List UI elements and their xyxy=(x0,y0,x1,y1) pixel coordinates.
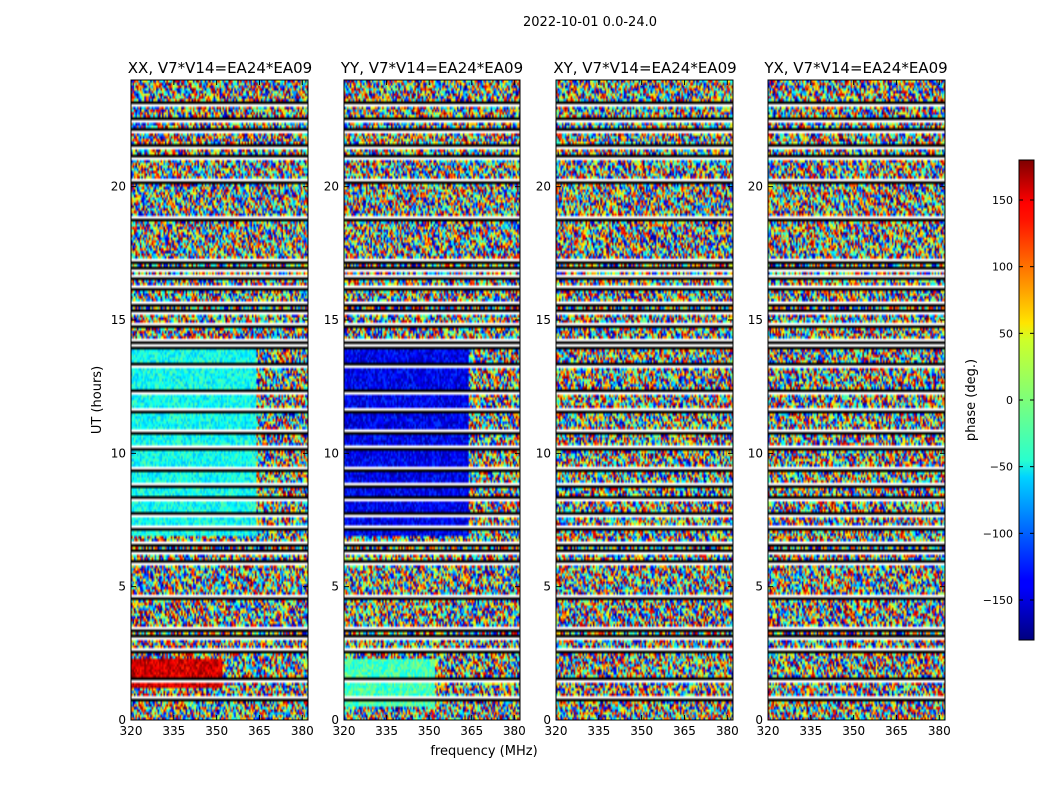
y-tick-label: 20 xyxy=(748,180,763,194)
panel-title: YX, V7*V14=EA24*EA09 xyxy=(763,59,947,77)
y-tick-label: 0 xyxy=(755,713,763,727)
x-tick-label: 380 xyxy=(928,724,951,738)
x-tick-label: 335 xyxy=(799,724,822,738)
x-axis-label: frequency (MHz) xyxy=(430,744,537,759)
phase-heatmap xyxy=(131,80,308,720)
phase-heatmap xyxy=(344,80,520,720)
y-tick-label: 10 xyxy=(324,446,339,460)
x-tick-label: 380 xyxy=(716,724,739,738)
colorbar: 150 100 50 0 −50 −100 −150 phase (deg.) xyxy=(964,159,1035,641)
panel-yy: YY, V7*V14=EA24*EA09 320 335 350 365 380 0 5 10… xyxy=(324,59,526,738)
y-tick-label: 15 xyxy=(536,313,551,327)
panel-title: XX, V7*V14=EA24*EA09 xyxy=(128,59,312,77)
colorbar-label: phase (deg.) xyxy=(964,359,979,441)
phase-heatmap xyxy=(768,80,945,720)
y-tick-label: 10 xyxy=(748,446,763,460)
colorbar-tick-label: 150 xyxy=(992,194,1013,207)
y-tick-label: 5 xyxy=(755,580,763,594)
axis-ticks: 320 335 350 365 380 0 5 10 15 20 xyxy=(536,80,739,738)
colorbar-tick-label: 50 xyxy=(999,327,1013,340)
y-tick-label: 10 xyxy=(111,446,126,460)
colorbar-tick-label: −100 xyxy=(983,527,1013,540)
y-axis-label: UT (hours) xyxy=(90,366,105,434)
y-tick-label: 10 xyxy=(536,446,551,460)
axes-frame xyxy=(555,79,734,721)
x-tick-label: 320 xyxy=(333,724,356,738)
x-tick-label: 365 xyxy=(460,724,483,738)
x-tick-label: 320 xyxy=(120,724,143,738)
axes-frame xyxy=(343,79,521,721)
y-tick-label: 0 xyxy=(331,713,339,727)
phase-heatmap xyxy=(556,80,733,720)
y-tick-label: 20 xyxy=(324,180,339,194)
x-tick-label: 380 xyxy=(291,724,314,738)
x-tick-label: 350 xyxy=(630,724,653,738)
x-tick-label: 320 xyxy=(545,724,568,738)
y-tick-label: 15 xyxy=(748,313,763,327)
colorbar-ticks: 150 100 50 0 −50 −100 −150 xyxy=(983,194,1034,607)
y-tick-label: 0 xyxy=(543,713,551,727)
axis-ticks: 320 335 350 365 380 0 5 10 15 20 xyxy=(748,80,951,738)
panel-yx: YX, V7*V14=EA24*EA09 320 335 350 365 380 0 5 10… xyxy=(748,59,951,738)
y-tick-label: 5 xyxy=(543,580,551,594)
panel-xy: XY, V7*V14=EA24*EA09 320 335 350 365 380 0 5 10… xyxy=(536,59,739,738)
colorbar-tick-label: −150 xyxy=(983,594,1013,607)
panel-title: XY, V7*V14=EA24*EA09 xyxy=(553,59,736,77)
axes-frame xyxy=(767,79,946,721)
y-tick-label: 20 xyxy=(536,180,551,194)
colorbar-tick-label: 0 xyxy=(1006,394,1013,407)
x-tick-label: 365 xyxy=(248,724,271,738)
axis-ticks: 320 335 350 365 380 0 5 10 15 20 xyxy=(111,80,314,738)
x-tick-label: 365 xyxy=(885,724,908,738)
y-tick-label: 15 xyxy=(111,313,126,327)
x-tick-label: 350 xyxy=(418,724,441,738)
panel-title: YY, V7*V14=EA24*EA09 xyxy=(340,59,523,77)
x-tick-label: 335 xyxy=(587,724,610,738)
axes-frame xyxy=(130,79,309,721)
y-tick-label: 0 xyxy=(118,713,126,727)
x-tick-label: 380 xyxy=(503,724,526,738)
colorbar-tick-label: −50 xyxy=(990,461,1013,474)
x-tick-label: 350 xyxy=(205,724,228,738)
y-tick-label: 15 xyxy=(324,313,339,327)
y-tick-label: 5 xyxy=(118,580,126,594)
y-tick-label: 20 xyxy=(111,180,126,194)
x-tick-label: 365 xyxy=(673,724,696,738)
panel-xx: XX, V7*V14=EA24*EA09 320 335 350 365 380 0 5 10… xyxy=(111,59,314,738)
axis-ticks: 320 335 350 365 380 0 5 10 15 20 xyxy=(324,80,526,738)
figure-suptitle: 2022-10-01 0.0-24.0 xyxy=(523,15,657,30)
x-tick-label: 335 xyxy=(375,724,398,738)
x-tick-label: 320 xyxy=(757,724,780,738)
x-tick-label: 335 xyxy=(162,724,185,738)
colorbar-tick-label: 100 xyxy=(992,261,1013,274)
x-tick-label: 350 xyxy=(842,724,865,738)
y-tick-label: 5 xyxy=(331,580,339,594)
